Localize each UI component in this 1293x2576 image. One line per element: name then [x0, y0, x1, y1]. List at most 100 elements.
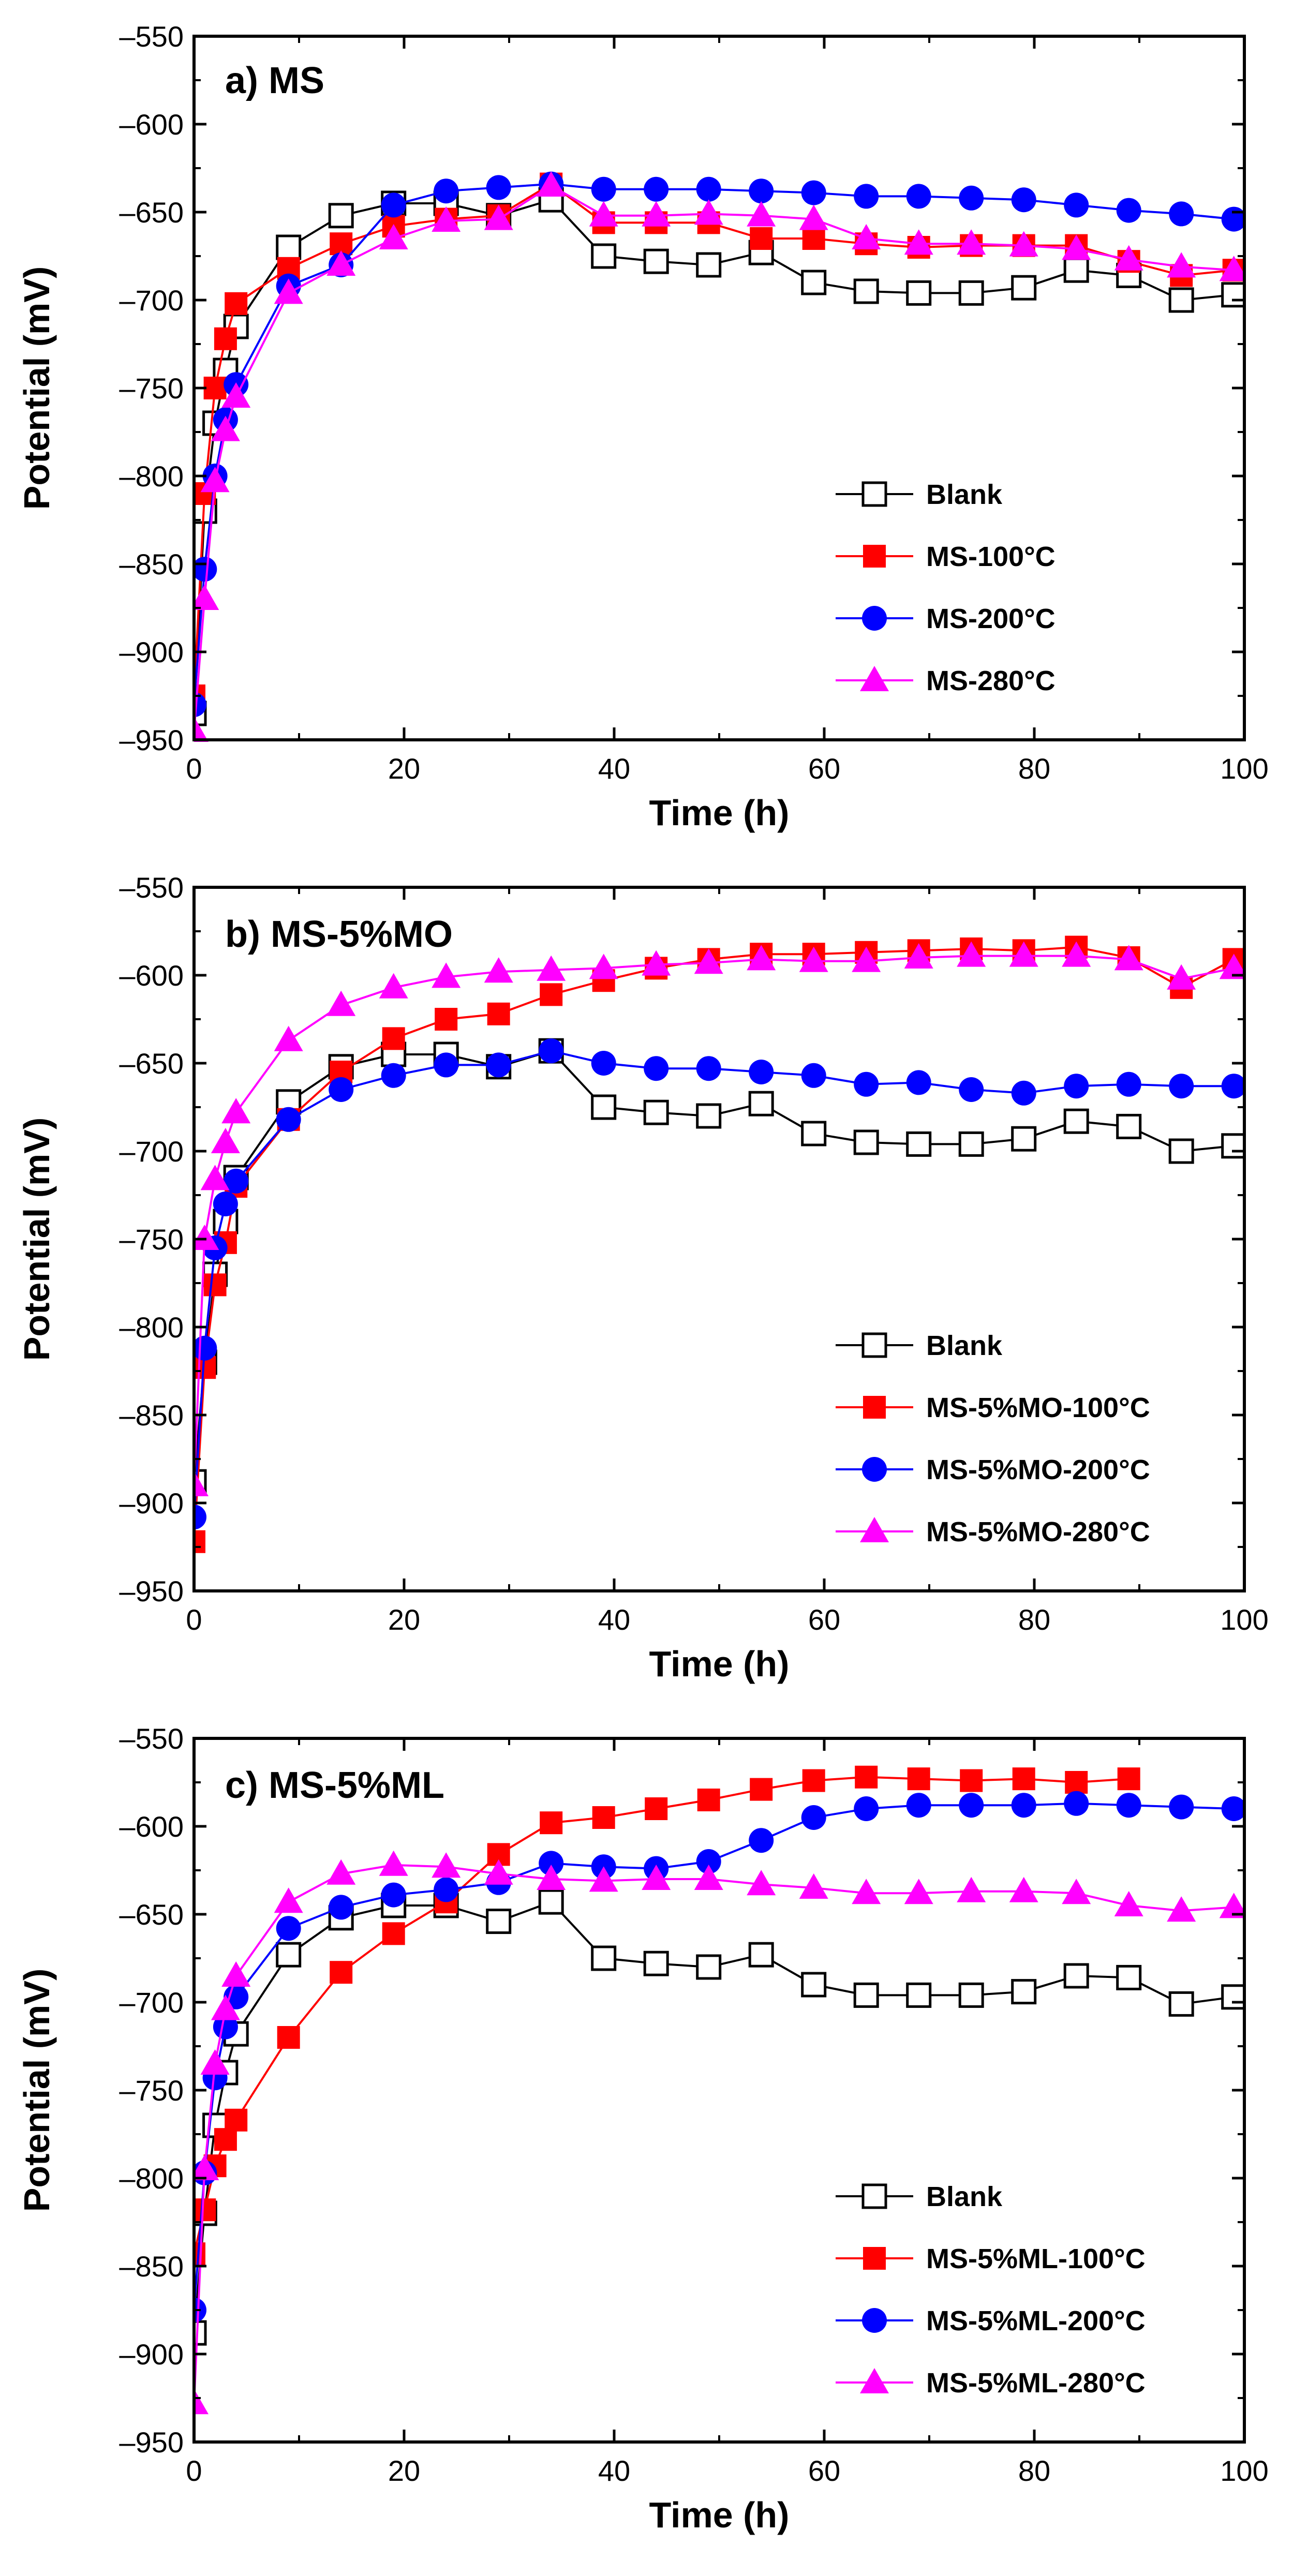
data-point: [1062, 234, 1091, 260]
data-point: [642, 201, 671, 227]
y-tick-label: –800: [119, 460, 184, 493]
data-point: [1219, 256, 1244, 281]
legend-entry: Blank: [836, 1330, 1003, 1361]
data-point: [213, 1192, 238, 1216]
data-point: [434, 178, 459, 204]
data-point: [381, 1882, 406, 1908]
data-point: [434, 1877, 459, 1902]
data-point: [1062, 941, 1091, 967]
data-point: [643, 1099, 669, 1125]
legend-marker: [861, 2183, 887, 2209]
legend-label: MS-5%MO-200°C: [926, 1454, 1150, 1485]
data-point: [1168, 287, 1194, 313]
data-point: [484, 204, 513, 230]
data-point: [1168, 1991, 1194, 2017]
data-point: [906, 1070, 931, 1095]
data-point: [1169, 1794, 1194, 1820]
data-point: [749, 1828, 774, 1853]
legend-label: MS-100°C: [926, 541, 1056, 572]
data-point: [537, 171, 566, 197]
x-tick-label: 20: [388, 2454, 420, 2487]
data-point: [432, 962, 461, 988]
data-point: [1221, 1796, 1244, 1821]
y-axis-title: Potential (mV): [17, 1118, 57, 1361]
y-tick-label: –700: [119, 1135, 184, 1168]
legend: Blank MS-5%MO-100°C MS-5%MO-200°C MS-5%MO-2…: [836, 1330, 1150, 1547]
series-layer: [194, 1765, 1244, 2415]
data-point: [486, 1052, 511, 1078]
data-point: [221, 382, 251, 408]
data-point: [330, 1961, 353, 1984]
data-point: [694, 1865, 723, 1890]
data-point: [642, 950, 671, 976]
legend-marker: [863, 2247, 886, 2270]
data-point: [696, 176, 721, 202]
data-point: [960, 1769, 983, 1792]
y-tick-label: –550: [119, 1722, 184, 1755]
y-tick-label: –900: [119, 1487, 184, 1520]
data-point: [329, 1077, 354, 1102]
data-point: [1009, 941, 1038, 967]
data-point: [957, 941, 986, 967]
series-4: [194, 1850, 1244, 2415]
data-point: [748, 1942, 774, 1968]
data-point: [1221, 1074, 1244, 1099]
y-tick-label: –800: [119, 1311, 184, 1344]
data-point: [696, 1954, 722, 1980]
data-point: [852, 1879, 881, 1904]
data-point: [1011, 1793, 1036, 1818]
data-point: [802, 227, 825, 250]
data-point: [1063, 1963, 1089, 1989]
data-point: [645, 1797, 668, 1820]
y-tick-label: –600: [119, 108, 184, 141]
data-point: [225, 292, 248, 315]
data-point: [750, 1778, 773, 1801]
data-point: [591, 176, 616, 202]
y-axis-title: Potential (mV): [17, 1969, 57, 2212]
data-point: [591, 1051, 616, 1076]
data-point: [750, 227, 773, 250]
x-tick-label: 80: [1018, 1603, 1050, 1636]
data-point: [487, 1002, 510, 1025]
series-1: [194, 1889, 1244, 2346]
data-point: [589, 201, 618, 227]
legend-label: MS-5%ML-200°C: [926, 2305, 1146, 2336]
data-point: [747, 201, 776, 227]
data-point: [276, 1107, 301, 1132]
legend-entry: MS-5%MO-280°C: [836, 1516, 1150, 1547]
y-tick-label: –650: [119, 1047, 184, 1080]
data-point: [749, 1060, 774, 1084]
data-point: [591, 243, 617, 269]
data-point: [1117, 1767, 1140, 1791]
data-point: [1011, 1979, 1037, 2005]
data-point: [906, 1982, 932, 2008]
data-point: [1011, 1080, 1036, 1106]
data-point: [486, 1909, 512, 1934]
data-point: [194, 2389, 209, 2415]
series-3: [194, 1038, 1244, 1530]
x-tick-label: 40: [598, 1603, 630, 1636]
data-point: [1116, 1071, 1141, 1097]
legend: Blank MS-100°C MS-200°C MS-280°C: [836, 479, 1056, 696]
legend: Blank MS-5%ML-100°C MS-5%ML-200°C MS-5%ML-2…: [836, 2181, 1146, 2399]
data-point: [1221, 1984, 1244, 2010]
data-point: [276, 1942, 302, 1968]
data-point: [381, 192, 406, 218]
legend-label: Blank: [926, 1330, 1003, 1361]
data-point: [277, 2026, 300, 2049]
data-point: [379, 224, 408, 249]
y-tick-label: –950: [119, 2426, 184, 2459]
data-point: [211, 1994, 240, 2020]
data-point: [854, 184, 879, 209]
data-point: [1169, 1074, 1194, 1099]
data-point: [694, 199, 723, 225]
data-point: [749, 178, 774, 204]
y-tick-label: –850: [119, 2250, 184, 2283]
data-point: [203, 1273, 227, 1297]
data-point: [696, 1056, 721, 1081]
data-point: [642, 1865, 671, 1890]
data-point: [1114, 1891, 1143, 1916]
data-point: [696, 252, 722, 278]
x-tick-label: 0: [186, 752, 202, 785]
data-point: [904, 1879, 933, 1904]
